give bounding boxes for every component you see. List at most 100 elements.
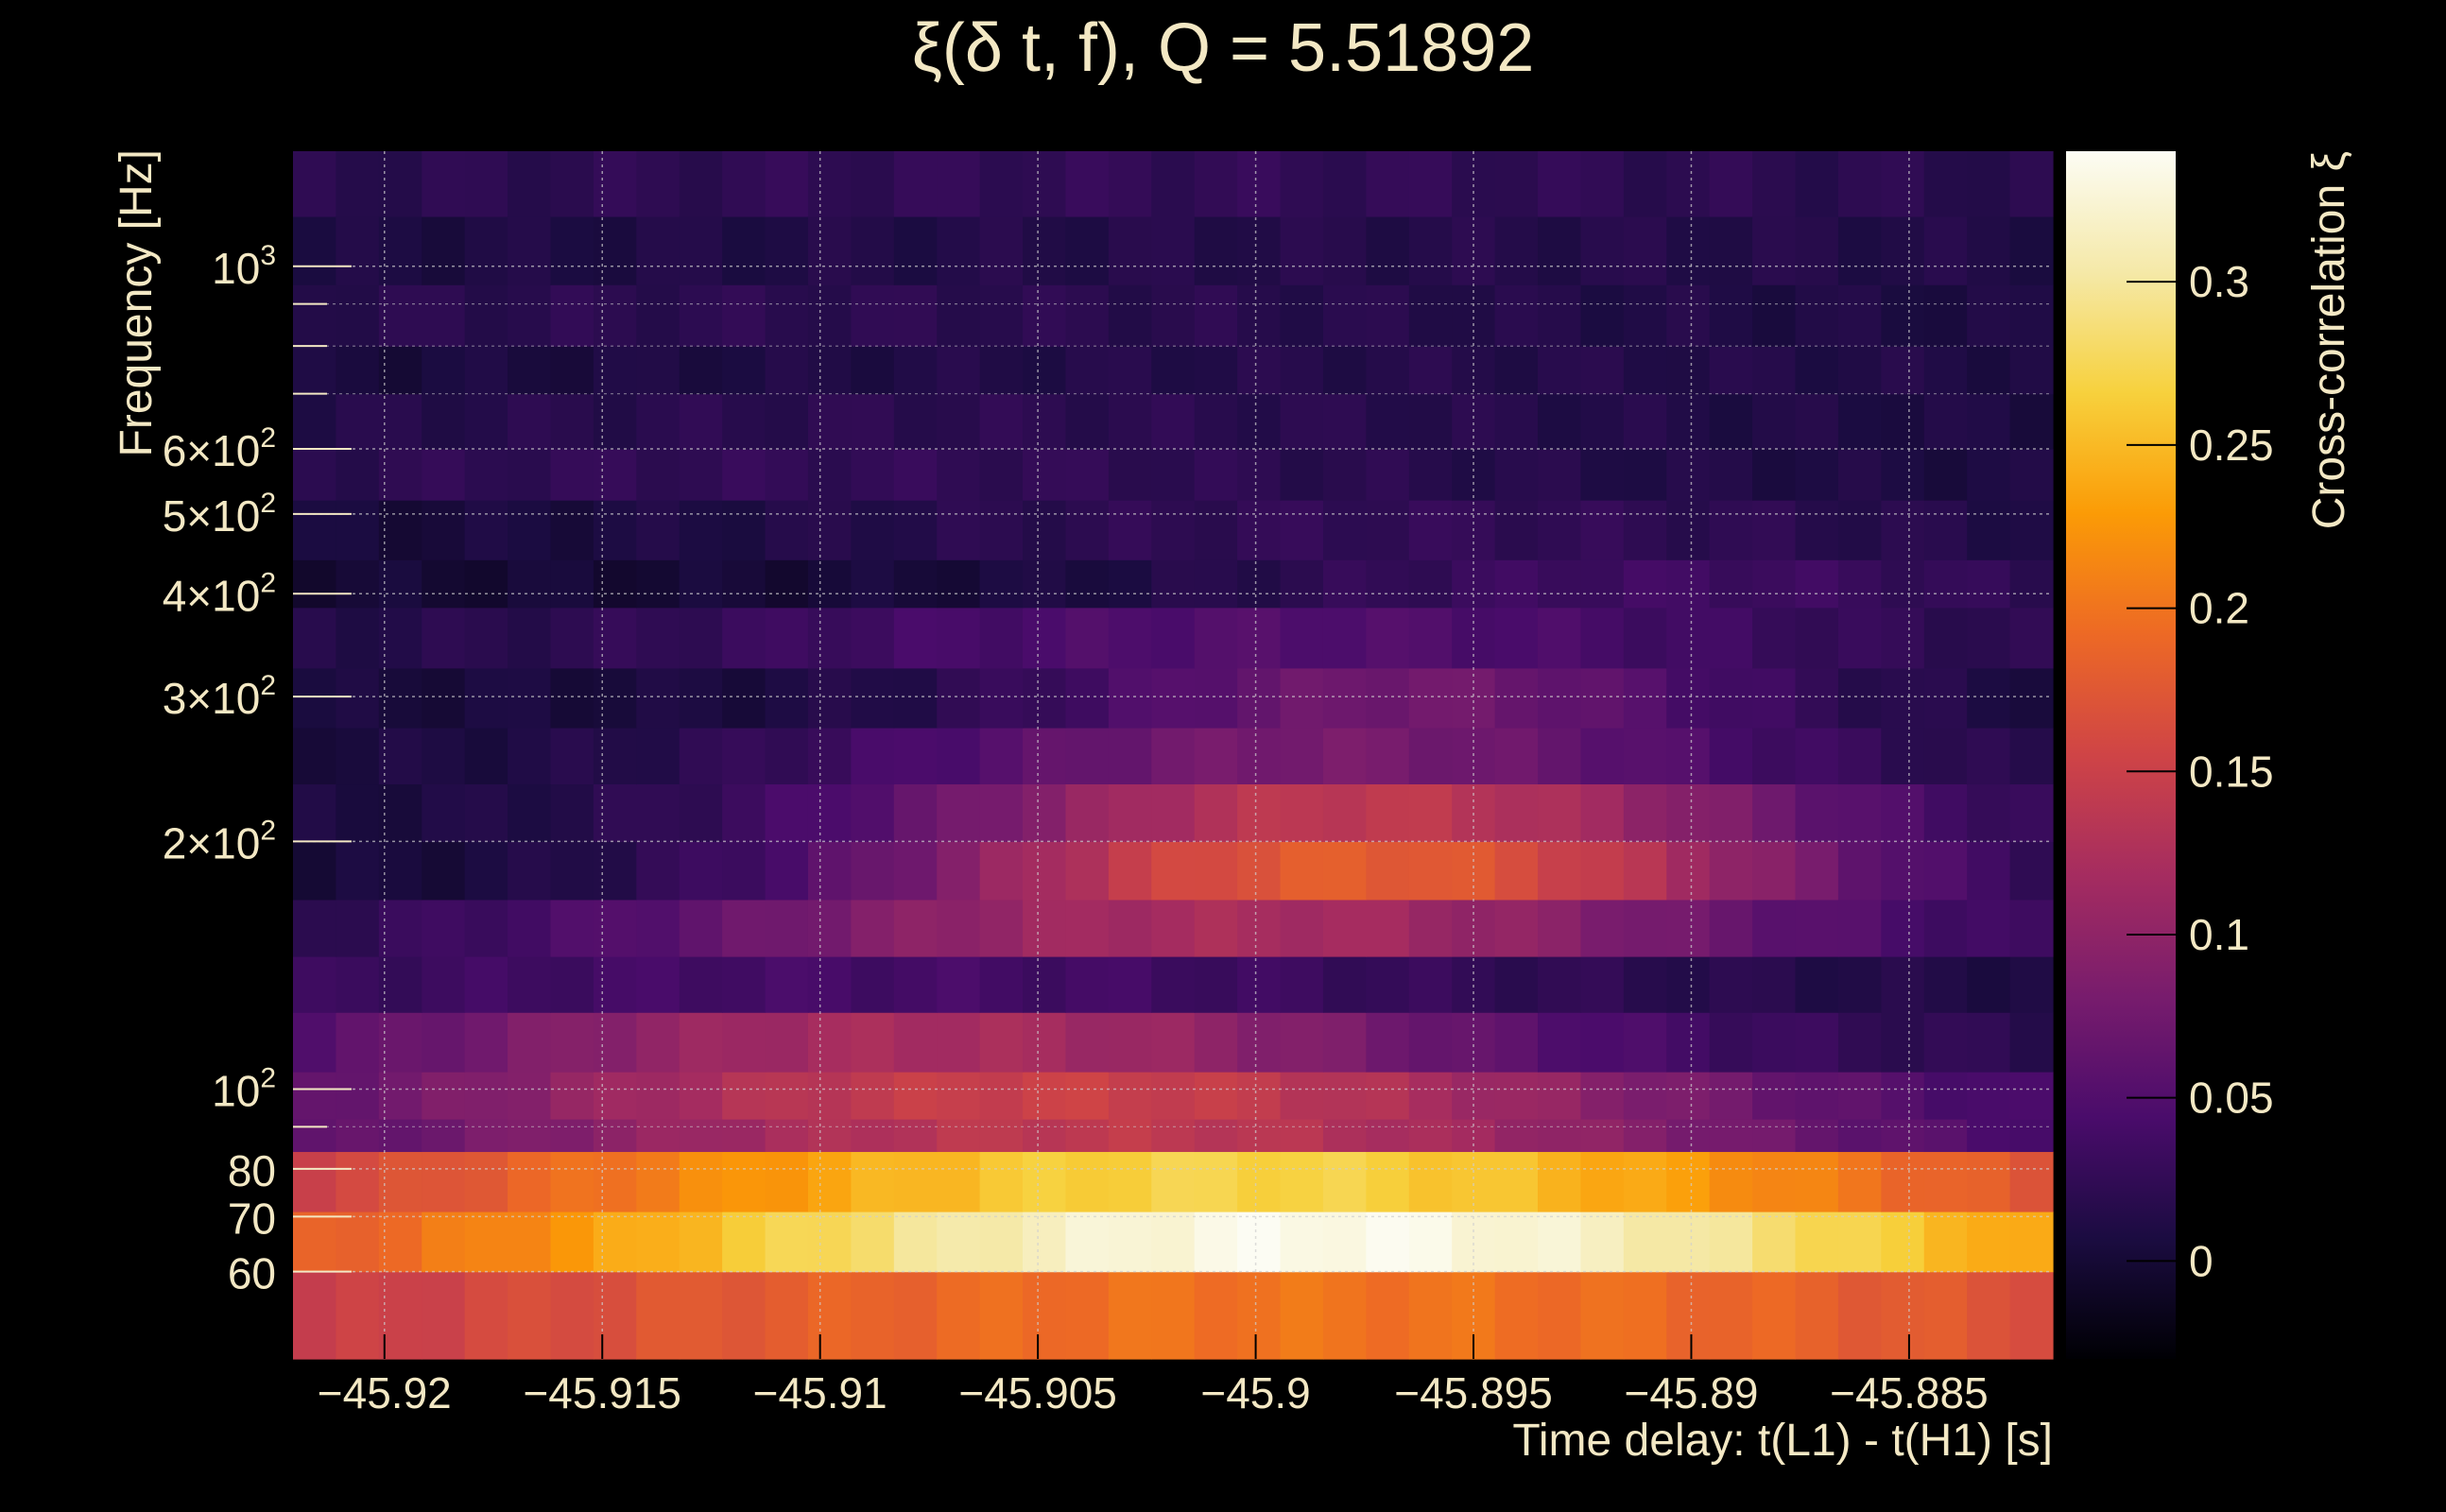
colorbar <box>2066 151 2176 1359</box>
heatmap-cell <box>979 783 1024 842</box>
heatmap-cell <box>336 448 380 501</box>
heatmap-cell <box>807 899 852 957</box>
heatmap-cell <box>636 346 680 395</box>
heatmap-cell <box>1280 841 1324 901</box>
heatmap-cell <box>1923 1072 1968 1120</box>
heatmap-cell <box>593 151 637 217</box>
heatmap-cell <box>550 151 594 217</box>
heatmap-cell <box>1366 667 1410 729</box>
heatmap-cell <box>1538 215 1582 285</box>
heatmap-cell <box>1237 559 1282 609</box>
heatmap-cell <box>1709 1151 1753 1212</box>
heatmap-cell <box>1151 1012 1196 1073</box>
heatmap-cell <box>464 1211 508 1273</box>
heatmap-cell <box>2009 448 2054 501</box>
heatmap-cell <box>1023 215 1067 285</box>
heatmap-cell <box>1837 1151 1882 1212</box>
heatmap-cell <box>1538 667 1582 729</box>
heatmap-cell <box>1151 727 1196 785</box>
heatmap-cell <box>722 667 767 729</box>
heatmap-cell <box>851 1151 895 1212</box>
heatmap-cell <box>1538 559 1582 609</box>
heatmap-cell <box>508 841 552 901</box>
heatmap-cell <box>336 1012 380 1073</box>
heatmap-cell <box>550 500 594 560</box>
heatmap-cell <box>1795 448 1839 501</box>
y-tick-label: 3×102 <box>163 670 276 723</box>
heatmap-cell <box>851 783 895 842</box>
heatmap-cell <box>1280 899 1324 957</box>
heatmap-cell <box>2009 1119 2054 1153</box>
heatmap-cell <box>1065 448 1110 501</box>
heatmap-cell <box>1923 841 1968 901</box>
heatmap-cell <box>1023 607 1067 669</box>
heatmap-cell <box>1366 899 1410 957</box>
heatmap-cell <box>2009 1151 2054 1212</box>
heatmap-cell <box>1108 1012 1152 1073</box>
heatmap-cell <box>1666 1151 1711 1212</box>
heatmap-cell <box>1237 955 1282 1013</box>
heatmap-cell <box>1408 607 1453 669</box>
heatmap-cell <box>1494 1012 1539 1073</box>
heatmap-cell <box>1538 448 1582 501</box>
heatmap-cell <box>336 1271 380 1360</box>
heatmap-cell <box>1752 151 1797 217</box>
heatmap-cell <box>1108 727 1152 785</box>
heatmap-cell <box>1194 667 1238 729</box>
heatmap-cell <box>1366 841 1410 901</box>
heatmap-cell <box>1322 899 1367 957</box>
heatmap-cell <box>1194 1072 1238 1120</box>
heatmap-cell <box>336 1072 380 1120</box>
heatmap-cell <box>1280 346 1324 395</box>
heatmap-cell <box>2009 346 2054 395</box>
heatmap-cell <box>1280 500 1324 560</box>
heatmap-cell <box>765 1012 809 1073</box>
heatmap-cell <box>851 899 895 957</box>
heatmap-cell <box>1108 500 1152 560</box>
heatmap-cell <box>378 667 422 729</box>
heatmap-cell <box>893 151 938 217</box>
heatmap-cell <box>508 346 552 395</box>
heatmap-cell <box>1322 783 1367 842</box>
heatmap-cell <box>1967 1119 2011 1153</box>
heatmap-cell <box>1538 955 1582 1013</box>
heatmap-cell <box>1065 1119 1110 1153</box>
heatmap-cell <box>1366 151 1410 217</box>
heatmap-cell <box>1151 1151 1196 1212</box>
heatmap-cell <box>979 151 1024 217</box>
heatmap-cell <box>1023 284 1067 347</box>
heatmap-cell <box>1237 284 1282 347</box>
heatmap-cell <box>293 783 337 842</box>
heatmap-cell <box>1366 215 1410 285</box>
x-axis-label: Time delay: t(L1) - t(H1) [s] <box>1512 1416 2053 1466</box>
heatmap-cell <box>336 899 380 957</box>
heatmap-cell <box>422 284 466 347</box>
heatmap-cell <box>851 346 895 395</box>
heatmap-cell <box>1366 1012 1410 1073</box>
heatmap-cell <box>336 667 380 729</box>
heatmap-cell <box>636 215 680 285</box>
heatmap-cell <box>1923 215 1968 285</box>
heatmap-cell <box>979 284 1024 347</box>
heatmap-cell <box>422 559 466 609</box>
heatmap-cell <box>336 1119 380 1153</box>
heatmap-cell <box>1494 1151 1539 1212</box>
heatmap-cell <box>937 559 981 609</box>
heatmap-cell <box>1923 1151 1968 1212</box>
heatmap-cell <box>1194 727 1238 785</box>
heatmap-cell <box>1881 1119 1925 1153</box>
heatmap-cell <box>464 1072 508 1120</box>
heatmap-cell <box>1538 1119 1582 1153</box>
heatmap-cell <box>1408 955 1453 1013</box>
heatmap-cell <box>937 1271 981 1360</box>
grid-lines <box>293 151 2053 1359</box>
heatmap-cell <box>1151 151 1196 217</box>
heatmap-cell <box>1408 393 1453 450</box>
heatmap-cell <box>2009 393 2054 450</box>
heatmap-cell <box>1494 559 1539 609</box>
heatmap-cell <box>1709 1119 1753 1153</box>
heatmap-cell <box>293 448 337 501</box>
heatmap-cell <box>679 607 723 669</box>
heatmap-cell <box>378 448 422 501</box>
heatmap-cell <box>1623 393 1667 450</box>
